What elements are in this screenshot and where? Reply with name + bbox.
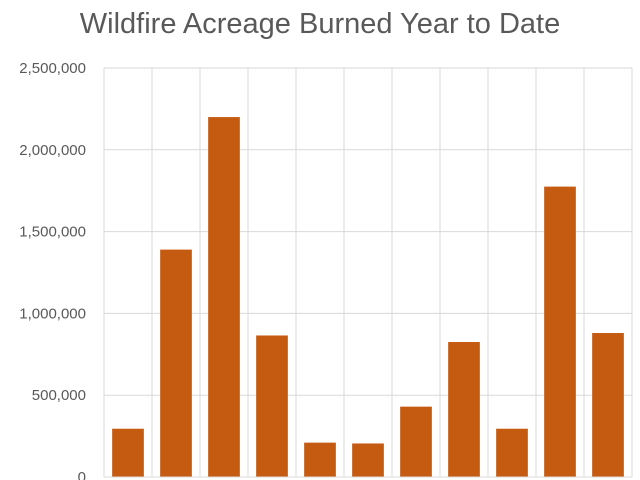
bar-1 xyxy=(112,428,144,477)
y-tick-label: 2,500,000 xyxy=(19,60,86,77)
bar-4 xyxy=(256,335,288,477)
bar-10 xyxy=(544,186,576,478)
y-tick-label: 2,000,000 xyxy=(19,142,86,159)
y-tick-label: 1,000,000 xyxy=(19,305,86,322)
bar-9 xyxy=(496,428,528,477)
y-tick-label: 500,000 xyxy=(32,387,86,404)
y-tick-label: 0 xyxy=(78,469,86,480)
bar-11 xyxy=(592,333,624,477)
y-tick-label: 1,500,000 xyxy=(19,224,86,241)
chart-title: Wildfire Acreage Burned Year to Date xyxy=(79,8,561,40)
bar-7 xyxy=(400,406,432,477)
bar-6 xyxy=(352,443,384,477)
gridlines xyxy=(103,67,633,477)
bars xyxy=(112,117,624,478)
bar-8 xyxy=(448,342,480,477)
bar-3 xyxy=(208,117,240,477)
y-axis-tick-labels: 0 500,000 1,000,000 1,500,000 2,000,000 2,500… xyxy=(19,60,86,480)
bar-5 xyxy=(304,442,336,477)
bar-2 xyxy=(160,249,192,477)
